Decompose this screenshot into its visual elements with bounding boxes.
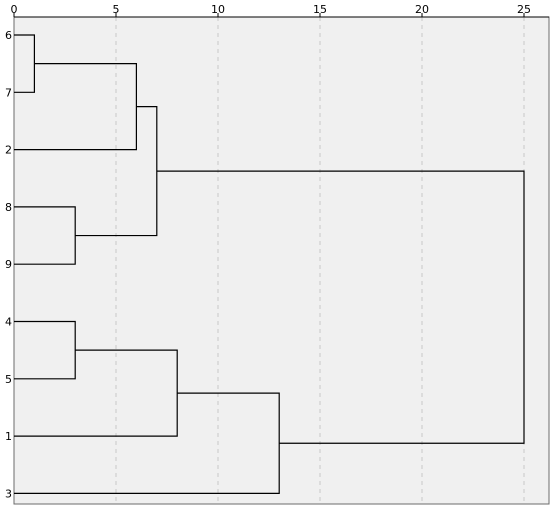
- leaf-label-5: 5: [5, 373, 12, 386]
- leaf-label-2: 2: [5, 144, 12, 157]
- merge-link-H: [156, 170, 525, 444]
- plot-area: [13, 16, 550, 505]
- x-tick-label-5: 5: [113, 3, 120, 16]
- leaf-label-3: 3: [5, 487, 12, 500]
- dendrogram-links: [14, 34, 525, 494]
- x-tick-label-20: 20: [415, 3, 429, 16]
- x-tick-label-10: 10: [211, 3, 225, 16]
- leaf-labels: 6 7 2 8 9 4 5 1 3: [5, 29, 12, 500]
- leaf-label-1: 1: [5, 430, 12, 443]
- leaf-label-8: 8: [5, 201, 12, 214]
- x-tick-label-15: 15: [313, 3, 327, 16]
- leaf-label-7: 7: [5, 86, 12, 99]
- x-tick-label-0: 0: [11, 3, 18, 16]
- x-axis: 0 5 10 15 20 25: [11, 3, 549, 18]
- leaf-label-6: 6: [5, 29, 12, 42]
- leaf-label-4: 4: [5, 316, 12, 329]
- x-tick-label-25: 25: [517, 3, 531, 16]
- leaf-label-9: 9: [5, 258, 12, 271]
